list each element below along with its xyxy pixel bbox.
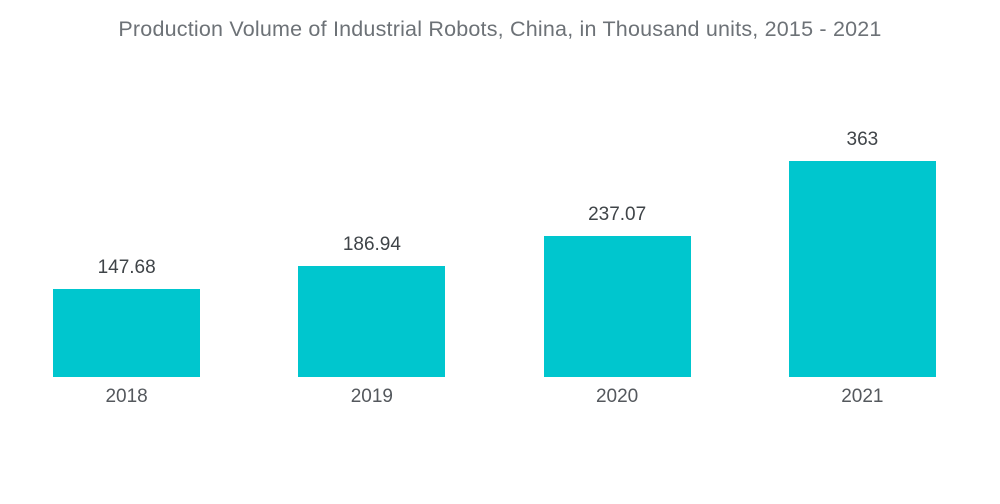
bar-group: 186.94 2019 [249, 0, 494, 407]
x-axis-label: 2021 [841, 386, 884, 407]
bar-value-label: 237.07 [588, 204, 647, 226]
bar [53, 289, 201, 377]
bar-value-label: 186.94 [342, 234, 401, 256]
bar-group: 237.07 2020 [495, 0, 740, 407]
bar-value-label: 363 [846, 129, 879, 151]
bar [298, 266, 446, 377]
x-axis-label: 2020 [595, 386, 639, 407]
plot-area: 147.68 2018 186.94 2019 237.07 2020 363 … [4, 0, 985, 407]
bar-group: 363 2021 [740, 0, 985, 407]
x-axis-label: 2018 [105, 386, 148, 407]
x-axis-label: 2019 [350, 386, 394, 407]
bar-group: 147.68 2018 [4, 0, 249, 407]
chart-title: Production Volume of Industrial Robots, … [118, 17, 882, 41]
bar [543, 236, 691, 377]
bar-value-label: 147.68 [97, 257, 156, 279]
bar [788, 161, 936, 377]
